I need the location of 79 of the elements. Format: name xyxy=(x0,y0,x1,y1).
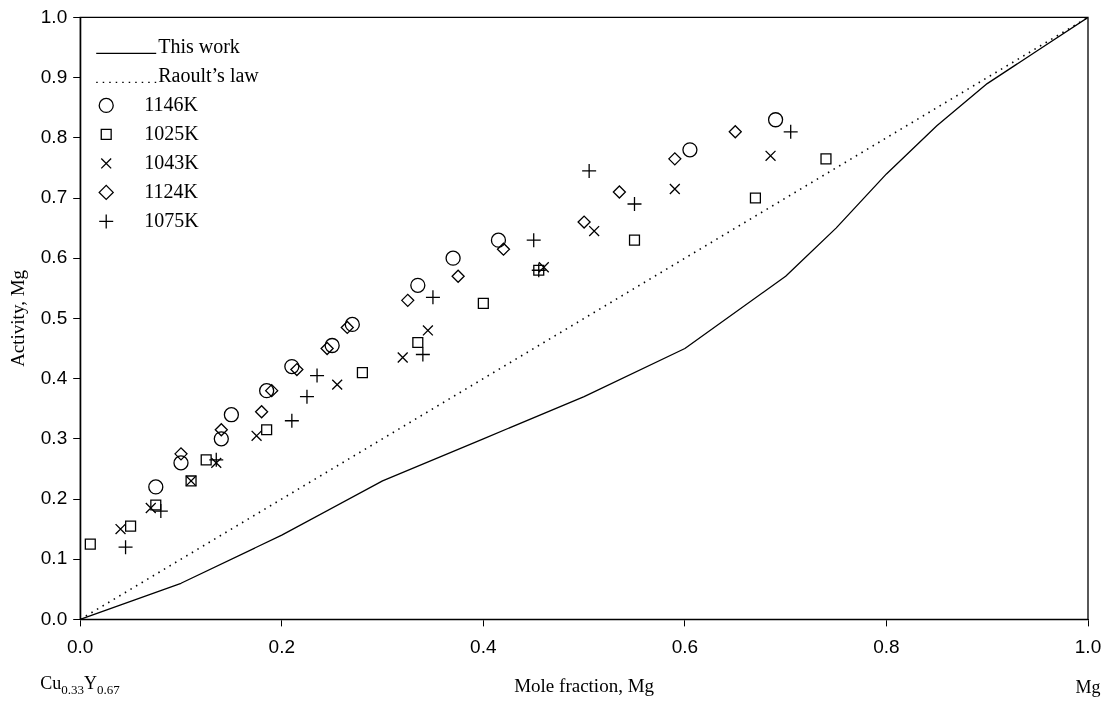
point xyxy=(148,479,164,495)
legend-label: 1043K xyxy=(144,150,200,173)
point xyxy=(767,112,784,128)
point xyxy=(214,423,228,437)
y-tick-label: 0.1 xyxy=(40,547,68,569)
point xyxy=(477,297,489,309)
legend-label: This work xyxy=(158,34,240,57)
point xyxy=(145,502,157,514)
y-tick-label: 0.9 xyxy=(40,65,68,87)
point xyxy=(340,320,354,335)
point xyxy=(200,454,212,466)
point xyxy=(114,523,127,535)
y-tick-label: 0.3 xyxy=(40,427,68,449)
legend-label: Raoult’s law xyxy=(158,63,260,86)
point xyxy=(415,346,431,363)
point xyxy=(412,336,424,349)
point xyxy=(150,499,162,511)
point xyxy=(320,341,334,356)
point xyxy=(356,366,368,379)
y-axis-title: Activity, Mg xyxy=(7,269,29,367)
y-tick-label: 0.2 xyxy=(40,487,68,509)
point xyxy=(451,269,465,283)
point xyxy=(764,150,777,162)
point xyxy=(628,234,641,246)
x-tick-label: 0.0 xyxy=(67,636,94,658)
point xyxy=(401,293,415,307)
point xyxy=(538,261,550,273)
point xyxy=(577,215,591,229)
point xyxy=(749,192,762,204)
point xyxy=(250,430,263,442)
x-tick-label: 0.4 xyxy=(470,636,497,658)
point xyxy=(290,362,304,377)
point xyxy=(728,125,742,139)
point xyxy=(261,424,273,436)
point xyxy=(213,431,229,447)
point xyxy=(284,358,300,375)
point xyxy=(173,455,189,471)
y-tick-label: 0.6 xyxy=(40,246,68,268)
y-tick-label: 0.4 xyxy=(40,366,68,388)
point xyxy=(669,183,681,195)
point xyxy=(612,185,627,199)
legend-label: 1025K xyxy=(144,121,200,144)
point xyxy=(410,277,426,293)
point xyxy=(422,324,434,337)
y-tick-label: 0.0 xyxy=(40,607,68,629)
point xyxy=(174,447,188,461)
point xyxy=(588,225,600,237)
point xyxy=(682,142,698,158)
point xyxy=(84,538,96,550)
y-tick-label: 0.7 xyxy=(40,186,68,208)
text: Mg xyxy=(1075,677,1101,698)
x-axis-title: Mole fraction, Mg xyxy=(514,674,655,696)
point xyxy=(820,153,832,165)
y-tick-label: 1.0 xyxy=(40,5,68,27)
point xyxy=(117,539,134,555)
point xyxy=(496,242,511,256)
x-tick-label: 1.0 xyxy=(1074,636,1102,658)
point xyxy=(265,383,279,398)
legend-label: 1124K xyxy=(144,179,199,202)
x-tick-label: 0.8 xyxy=(873,636,900,658)
text: Cu$_{0.33}$Y$_{0.67}$ xyxy=(40,673,120,698)
y-tick-label: 0.5 xyxy=(40,306,68,328)
legend-label: 1146K xyxy=(144,92,199,115)
point xyxy=(254,405,269,419)
y-tick-label: 0.8 xyxy=(40,126,68,148)
point xyxy=(490,232,507,248)
point xyxy=(397,351,409,364)
point xyxy=(125,520,137,532)
point xyxy=(223,407,240,423)
point xyxy=(445,250,461,266)
point xyxy=(324,337,340,354)
point xyxy=(626,196,643,212)
legend-label: 1075K xyxy=(144,208,200,231)
x-tick-label: 0.2 xyxy=(268,636,295,658)
point xyxy=(344,316,360,333)
point xyxy=(668,152,682,166)
point xyxy=(259,382,275,399)
x-tick-label: 0.6 xyxy=(671,636,699,658)
point xyxy=(331,379,343,391)
